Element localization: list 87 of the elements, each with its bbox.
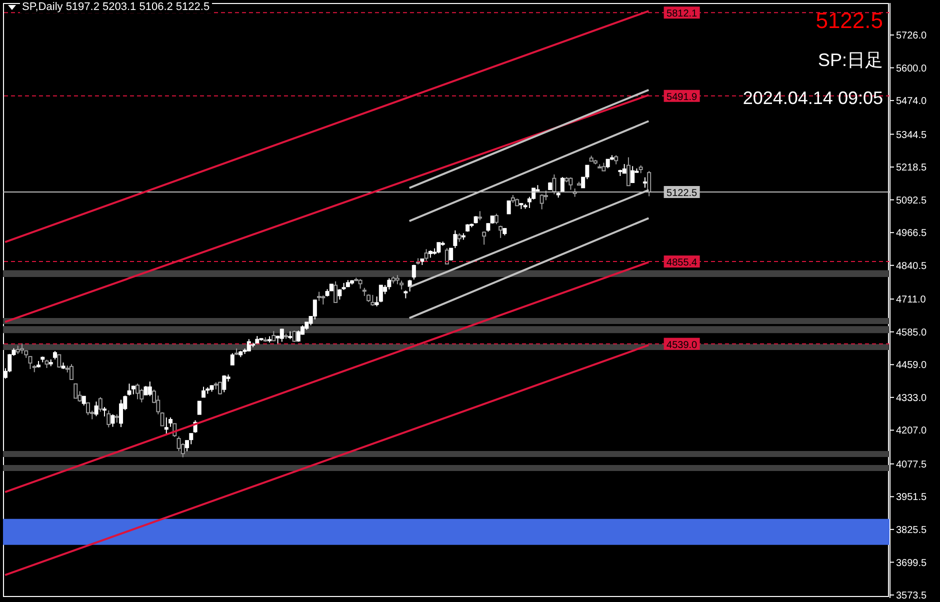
annotation: 2024.04.14 09:05 — [742, 88, 883, 109]
candlestick — [449, 248, 454, 262]
y-tick-label: 5092.5 — [896, 195, 928, 206]
y-tick-label: 5600.0 — [896, 63, 928, 74]
ref-line-label: 5812.1 — [666, 8, 698, 20]
candlestick — [197, 400, 202, 415]
candlestick — [453, 230, 458, 249]
candlestick — [494, 213, 498, 225]
ref-line-label: 4855.4 — [666, 258, 698, 268]
candlestick — [312, 299, 317, 320]
candlestick — [482, 230, 486, 246]
candlestick — [552, 174, 556, 195]
y-tick-label: 3699.5 — [896, 558, 928, 569]
y-tick-label: 5218.5 — [896, 162, 928, 174]
candlestick — [395, 274, 400, 285]
candlestick — [478, 210, 482, 221]
candlestick — [540, 194, 544, 210]
candlestick — [70, 364, 74, 380]
candlestick — [642, 176, 647, 188]
candlestick — [424, 248, 428, 262]
candlestick — [444, 248, 449, 265]
y-tick-label: 3825.5 — [896, 524, 928, 536]
candlestick — [647, 170, 652, 197]
ref-line-label: 5122.5 — [666, 188, 698, 200]
candlestick — [102, 406, 107, 417]
candlestick — [568, 176, 573, 190]
candlestick — [606, 158, 610, 169]
candlestick — [106, 410, 111, 428]
candlestick — [28, 356, 32, 370]
candlestick — [136, 383, 140, 400]
ref-line-label: 5491.9 — [666, 92, 698, 103]
candlestick — [506, 200, 511, 214]
candlestick — [321, 294, 326, 306]
candlestick — [74, 383, 78, 399]
candlestick — [164, 416, 168, 436]
candlestick — [292, 330, 296, 342]
y-tick-label: 4333.0 — [896, 392, 928, 404]
candlestick — [630, 166, 635, 184]
candlestick — [185, 440, 190, 452]
candlestick — [317, 291, 322, 302]
annotation: SP:日足 — [818, 49, 883, 72]
candlestick — [280, 328, 284, 342]
candlestick — [20, 342, 24, 354]
candlestick — [560, 176, 564, 192]
candlestick — [358, 278, 362, 290]
candlestick — [94, 401, 98, 417]
candlestick — [378, 284, 383, 303]
candlestick — [119, 399, 124, 428]
candlestick — [614, 154, 618, 165]
candlestick — [626, 156, 630, 186]
y-tick-label: 5474.0 — [896, 96, 928, 108]
candlestick — [334, 280, 338, 303]
y-tick-label: 4840.5 — [896, 260, 928, 272]
ref-line-label: 4539.0 — [666, 340, 698, 351]
candlestick — [160, 412, 164, 427]
candlestick — [498, 225, 503, 238]
candlestick — [148, 381, 152, 397]
candlestick — [189, 432, 194, 445]
y-tick-label: 3951.5 — [896, 492, 928, 504]
candlestick — [370, 294, 375, 306]
y-tick-label: 4966.5 — [896, 228, 928, 240]
candlestick — [98, 396, 102, 412]
candlestick — [57, 354, 62, 368]
candlestick — [387, 278, 392, 290]
candlestick — [230, 352, 234, 366]
y-tick-label: 5344.5 — [896, 130, 928, 141]
candlestick — [246, 338, 251, 352]
candlestick — [222, 374, 226, 393]
candlestick — [622, 164, 626, 174]
y-tick-label: 5726.0 — [896, 30, 928, 42]
y-tick-label: 4711.0 — [896, 294, 926, 306]
annotation: 5122.5 — [816, 8, 883, 34]
y-tick-label: 3573.5 — [896, 590, 928, 602]
chart-title: SP,Daily 5197.2 5203.1 5106.2 5122.5 — [20, 1, 212, 13]
candlestick — [544, 190, 548, 201]
candlestick — [127, 383, 132, 396]
candlestick — [110, 414, 115, 428]
candlestick — [82, 396, 86, 406]
y-tick-label: 4459.0 — [896, 360, 928, 372]
candlestick — [86, 402, 90, 416]
y-tick-label: 4207.0 — [896, 426, 928, 437]
y-tick-label: 4077.5 — [896, 459, 928, 470]
candlestick — [338, 288, 342, 300]
candlestick — [202, 386, 206, 398]
candlestick — [412, 264, 416, 280]
candlestick — [436, 242, 441, 254]
y-tick-label: 4585.0 — [896, 327, 928, 338]
